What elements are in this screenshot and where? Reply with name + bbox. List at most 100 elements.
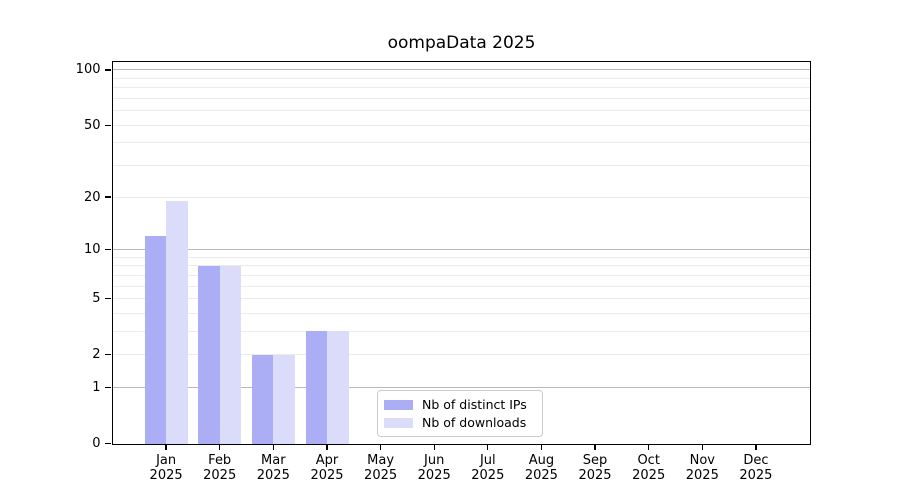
x-tick-label-sep: Sep 2025 (560, 453, 630, 484)
month-label: Apr (315, 452, 339, 468)
bar-downloads-apr (327, 331, 349, 444)
bar-downloads-feb (219, 265, 242, 444)
x-tick-jun (433, 445, 435, 450)
bar-distinct-ips-apr (305, 331, 327, 444)
x-tick-label-jan: Jan 2025 (131, 453, 201, 484)
year-label: 2025 (632, 468, 666, 483)
year-label: 2025 (203, 468, 237, 483)
year-label: 2025 (310, 468, 344, 483)
minor-gridline-2 (112, 354, 810, 356)
year-label: 2025 (685, 468, 719, 483)
x-tick-feb (219, 445, 221, 450)
month-label: Jun (424, 452, 445, 468)
x-tick-label-aug: Aug 2025 (506, 453, 576, 484)
minor-gridline-4 (112, 312, 810, 314)
legend-label-distinct-ips: Nb of distinct IPs (422, 397, 527, 412)
minor-gridline-20 (112, 196, 810, 198)
legend: Nb of distinct IPs Nb of downloads (377, 390, 543, 437)
year-label: 2025 (149, 468, 183, 483)
y-tick-10 (104, 248, 111, 251)
y-tick-label-20: 20 (83, 189, 101, 205)
minor-gridline-8 (112, 265, 810, 267)
minor-gridline-30 (112, 165, 810, 166)
x-tick-oct (648, 445, 650, 450)
minor-gridline-80 (112, 87, 810, 89)
x-tick-jan (165, 445, 167, 450)
minor-gridline-3 (112, 330, 810, 332)
bar-downloads-jan (166, 201, 188, 444)
y-tick-label-50: 50 (83, 117, 101, 133)
x-tick-label-nov: Nov 2025 (667, 453, 737, 484)
minor-gridline-40 (112, 142, 810, 144)
y-tick-label-10: 10 (83, 241, 101, 257)
year-label: 2025 (364, 468, 398, 483)
x-tick-label-oct: Oct 2025 (614, 453, 684, 484)
y-tick-label-0: 0 (92, 436, 101, 451)
year-label: 2025 (578, 468, 612, 483)
major-gridline-100 (112, 69, 810, 71)
minor-gridline-5 (112, 297, 810, 299)
x-tick-label-apr: Apr 2025 (292, 453, 362, 484)
bar-distinct-ips-feb (198, 265, 220, 444)
x-tick-sep (594, 445, 596, 450)
major-gridline-10 (112, 248, 810, 250)
y-tick-label-5: 5 (92, 290, 101, 306)
y-tick-1 (104, 386, 111, 389)
x-tick-label-jul: Jul 2025 (453, 453, 523, 484)
x-tick-label-feb: Feb 2025 (185, 453, 255, 484)
minor-gridline-7 (112, 274, 810, 276)
x-tick-mar (272, 445, 274, 450)
year-label: 2025 (417, 468, 451, 483)
minor-gridline-70 (112, 97, 810, 99)
y-tick-label-1: 1 (92, 379, 101, 395)
y-tick-label-100: 100 (75, 62, 101, 78)
minor-gridline-90 (112, 77, 810, 79)
minor-gridline-50 (112, 124, 810, 126)
major-gridline-1 (112, 386, 810, 388)
legend-swatch-downloads (384, 418, 413, 428)
x-tick-label-dec: Dec 2025 (721, 453, 791, 484)
month-label: Jan (156, 452, 177, 468)
month-label: Feb (208, 452, 232, 468)
month-label: Oct (637, 452, 660, 468)
legend-swatch-distinct-ips (384, 400, 413, 410)
month-label: May (367, 452, 395, 468)
y-tick-0 (104, 442, 111, 445)
minor-gridline-9 (112, 256, 810, 258)
x-tick-dec (755, 445, 757, 450)
month-label: Nov (689, 452, 715, 468)
x-tick-may (379, 445, 382, 450)
x-tick-label-jun: Jun 2025 (399, 453, 469, 484)
plot-area: 0 1 2 5 10 20 50 100 Jan 2025 Feb 2025 Mar 2025 Apr 202… (76, 60, 811, 483)
x-tick-nov (701, 445, 703, 450)
month-label: Jul (479, 452, 496, 468)
y-tick-20 (104, 196, 111, 198)
x-tick-label-mar: Mar 2025 (238, 453, 308, 484)
minor-gridline-60 (112, 110, 810, 112)
y-tick-50 (104, 124, 111, 126)
x-tick-label-may: May 2025 (346, 453, 416, 484)
x-tick-apr (326, 445, 328, 450)
legend-item-distinct-ips: Nb of distinct IPs (384, 396, 534, 414)
legend-label-downloads: Nb of downloads (422, 415, 527, 430)
x-tick-aug (540, 445, 543, 450)
month-label: Mar (261, 452, 286, 468)
y-tick-label-2: 2 (92, 347, 101, 363)
bar-distinct-ips-mar (251, 354, 274, 444)
month-label: Sep (582, 452, 608, 468)
year-label: 2025 (471, 468, 505, 483)
bar-downloads-mar (273, 354, 295, 444)
y-tick-2 (104, 353, 111, 356)
y-tick-100 (104, 69, 111, 71)
year-label: 2025 (256, 468, 290, 483)
month-label: Dec (743, 452, 769, 468)
y-tick-5 (104, 297, 111, 300)
month-label: Aug (528, 452, 555, 468)
year-label: 2025 (524, 468, 558, 483)
legend-item-downloads: Nb of downloads (384, 414, 534, 432)
year-label: 2025 (739, 468, 773, 483)
x-tick-jul (487, 445, 489, 450)
minor-gridline-6 (112, 285, 810, 287)
bar-distinct-ips-jan (144, 235, 167, 444)
